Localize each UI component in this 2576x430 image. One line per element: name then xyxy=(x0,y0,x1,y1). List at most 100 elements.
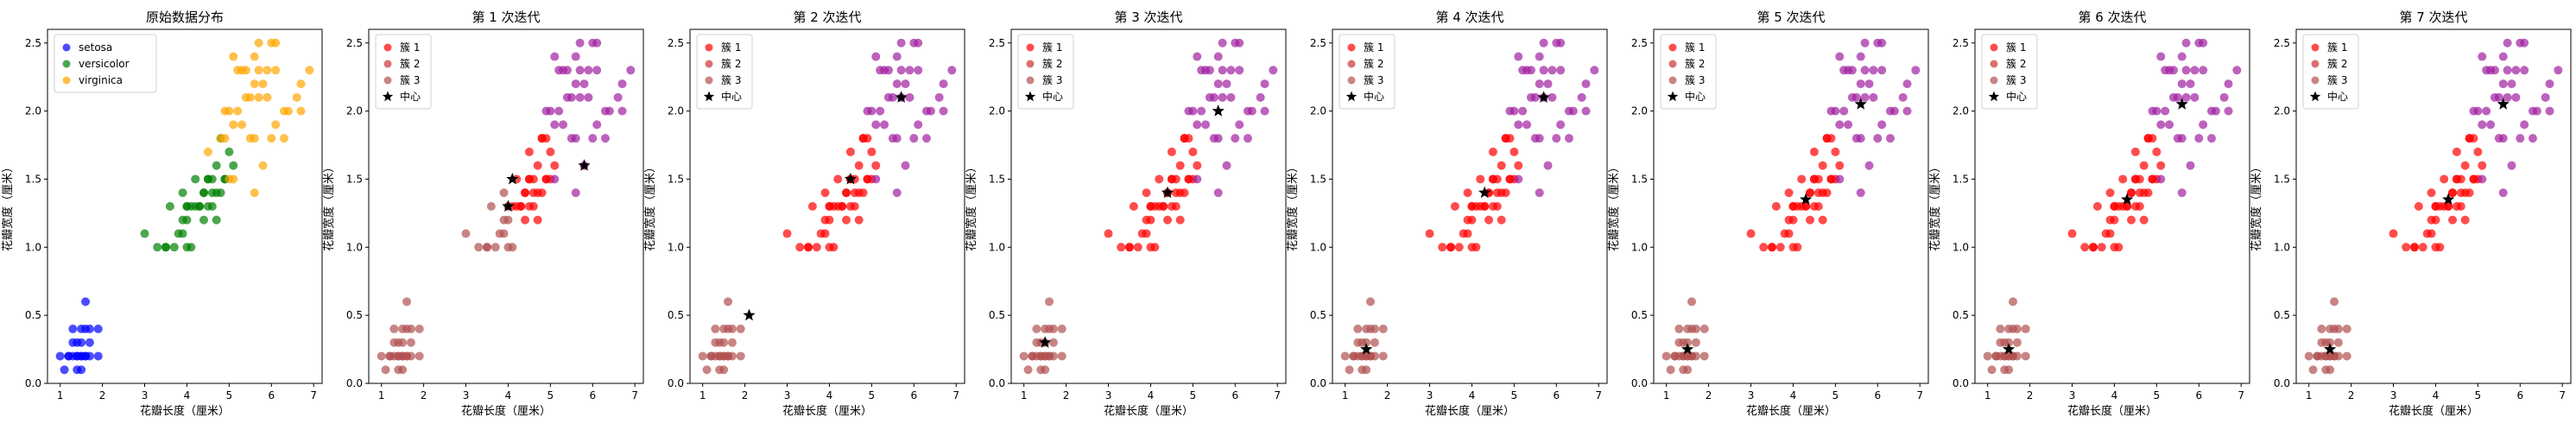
data-point xyxy=(2456,202,2465,211)
center-star-marker xyxy=(895,91,908,103)
data-point xyxy=(1683,338,1693,347)
data-point xyxy=(1864,161,1874,170)
legend-star-icon xyxy=(1024,91,1036,102)
data-point xyxy=(838,202,847,211)
legend-label: 簇 3 xyxy=(400,73,420,86)
data-point xyxy=(187,202,196,211)
subplot-title: 第 7 次迭代 xyxy=(2399,9,2467,25)
data-point xyxy=(1362,338,1371,347)
data-point xyxy=(2177,52,2187,61)
x-tick-label: 3 xyxy=(1105,389,1112,402)
y-tick-label: 1.5 xyxy=(1310,173,1326,185)
legend-label: 中心 xyxy=(2006,90,2027,103)
legend-label: 簇 3 xyxy=(1685,73,1705,86)
data-point xyxy=(2168,92,2178,102)
x-tick-label: 2 xyxy=(1384,389,1391,402)
data-point xyxy=(1159,202,1168,211)
data-point xyxy=(2186,161,2195,170)
legend-label: 簇 3 xyxy=(721,73,741,86)
legend-marker xyxy=(1026,76,1035,85)
data-point xyxy=(1835,161,1845,170)
data-point xyxy=(575,92,585,102)
legend-label: 中心 xyxy=(721,90,742,103)
data-point xyxy=(2012,338,2022,347)
y-axis-label: 花瓣宽度（厘米） xyxy=(1607,161,1621,251)
data-point xyxy=(1885,134,1895,143)
data-point xyxy=(296,106,306,116)
data-point xyxy=(562,66,572,75)
data-point xyxy=(1205,92,1214,102)
data-point xyxy=(1856,52,1865,61)
data-point xyxy=(2097,243,2106,252)
data-point xyxy=(554,66,564,75)
data-point xyxy=(2092,202,2102,211)
data-point xyxy=(2313,351,2322,361)
data-point xyxy=(858,134,868,143)
data-point xyxy=(871,120,881,130)
data-point xyxy=(516,202,526,211)
data-point xyxy=(1847,66,1857,75)
x-tick-label: 6 xyxy=(1874,389,1881,402)
data-point xyxy=(698,351,707,361)
data-point xyxy=(1155,174,1164,184)
y-tick-label: 0.0 xyxy=(1631,377,1648,389)
data-point xyxy=(207,188,217,198)
data-point xyxy=(892,188,902,198)
data-point xyxy=(254,38,263,47)
data-point xyxy=(381,365,390,375)
data-point xyxy=(1450,202,1459,211)
data-point xyxy=(1543,79,1553,89)
subplot-3: 第 2 次迭代 1 2 3 4 5 6 7 0.0 0.5 1.0 1.5 2.0 2.5 花瓣长度（厘米）… xyxy=(643,9,965,418)
y-tick-label: 1.5 xyxy=(2274,173,2290,185)
x-tick-label: 3 xyxy=(784,389,791,402)
x-tick-label: 5 xyxy=(1832,389,1839,402)
data-point xyxy=(212,215,221,224)
data-point xyxy=(914,66,923,75)
data-point xyxy=(1877,66,1887,75)
data-point xyxy=(389,338,399,347)
data-point xyxy=(2326,338,2335,347)
series-3 xyxy=(2469,38,2563,198)
data-point xyxy=(77,351,86,361)
y-tick-label: 0.5 xyxy=(2274,309,2290,321)
data-point xyxy=(271,120,281,130)
series-2 xyxy=(2304,297,2351,375)
data-point xyxy=(1175,215,1185,224)
x-tick-label: 1 xyxy=(1663,389,1670,402)
data-point xyxy=(2009,324,2018,333)
y-axis-label: 花瓣宽度（厘米） xyxy=(1,161,15,251)
data-point xyxy=(250,52,259,61)
data-point xyxy=(550,120,560,130)
data-point xyxy=(592,120,602,130)
data-point xyxy=(1459,229,1468,238)
data-point xyxy=(854,161,864,170)
data-point xyxy=(1484,215,1494,224)
data-point xyxy=(854,215,864,224)
legend-star-icon xyxy=(382,91,394,102)
data-point xyxy=(1438,243,1447,252)
data-point xyxy=(233,66,243,75)
legend-marker xyxy=(2311,76,2320,85)
data-point xyxy=(1188,147,1198,156)
data-point xyxy=(1797,174,1807,184)
data-point xyxy=(1213,52,1223,61)
data-point xyxy=(2402,243,2411,252)
data-point xyxy=(2080,243,2090,252)
data-point xyxy=(1218,66,1227,75)
data-point xyxy=(1366,297,1376,307)
data-point xyxy=(461,229,471,238)
data-point xyxy=(812,243,821,252)
data-point xyxy=(2114,202,2123,211)
x-tick-label: 6 xyxy=(910,389,917,402)
data-point xyxy=(820,188,830,198)
y-tick-label: 0.0 xyxy=(989,377,1005,389)
data-point xyxy=(871,161,881,170)
data-point xyxy=(2545,106,2554,116)
data-point xyxy=(905,66,915,75)
data-point xyxy=(1518,106,1528,116)
data-point xyxy=(1860,66,1870,75)
y-tick-label: 0.0 xyxy=(668,377,684,389)
data-point xyxy=(165,202,174,211)
data-point xyxy=(600,134,610,143)
data-point xyxy=(1691,338,1700,347)
